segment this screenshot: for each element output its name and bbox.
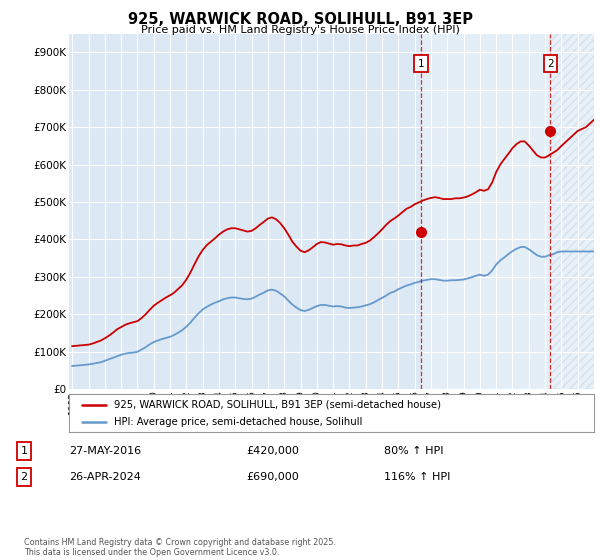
Text: 1: 1 — [418, 59, 424, 68]
Text: £690,000: £690,000 — [246, 472, 299, 482]
Text: Price paid vs. HM Land Registry's House Price Index (HPI): Price paid vs. HM Land Registry's House … — [140, 25, 460, 35]
Text: 27-MAY-2016: 27-MAY-2016 — [69, 446, 141, 456]
Text: HPI: Average price, semi-detached house, Solihull: HPI: Average price, semi-detached house,… — [113, 417, 362, 427]
Text: 2: 2 — [20, 472, 28, 482]
Text: 26-APR-2024: 26-APR-2024 — [69, 472, 141, 482]
Text: 116% ↑ HPI: 116% ↑ HPI — [384, 472, 451, 482]
Text: 2: 2 — [547, 59, 554, 68]
Text: £420,000: £420,000 — [246, 446, 299, 456]
Text: Contains HM Land Registry data © Crown copyright and database right 2025.
This d: Contains HM Land Registry data © Crown c… — [24, 538, 336, 557]
Text: 925, WARWICK ROAD, SOLIHULL, B91 3EP: 925, WARWICK ROAD, SOLIHULL, B91 3EP — [128, 12, 473, 27]
Text: 1: 1 — [20, 446, 28, 456]
Text: 80% ↑ HPI: 80% ↑ HPI — [384, 446, 443, 456]
Text: 925, WARWICK ROAD, SOLIHULL, B91 3EP (semi-detached house): 925, WARWICK ROAD, SOLIHULL, B91 3EP (se… — [113, 399, 440, 409]
